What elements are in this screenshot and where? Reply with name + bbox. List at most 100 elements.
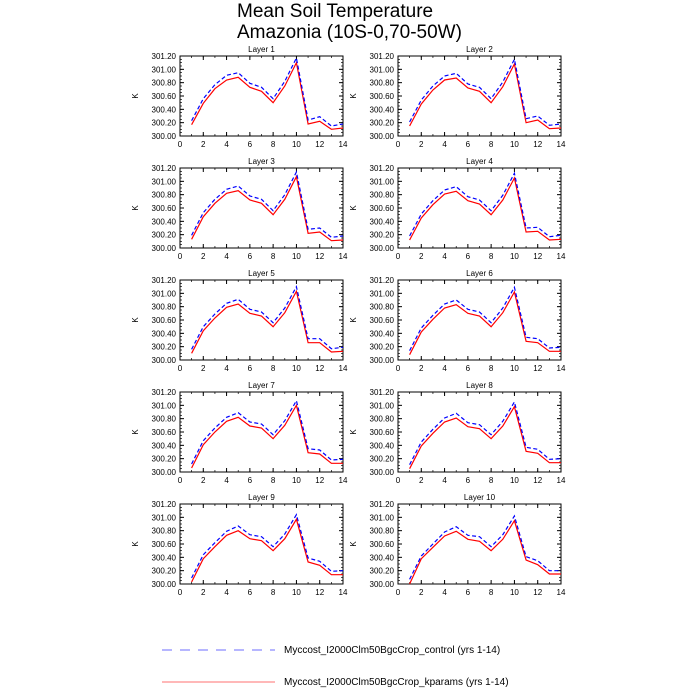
y-axis-label: K: [349, 317, 358, 323]
x-tick-label: 12: [315, 476, 324, 485]
x-tick-label: 8: [271, 252, 276, 261]
panel-layer-9: Layer 9 K 0 2 4 6 8 10 12 14 300.00 300.20 300.40 300…: [131, 493, 348, 597]
y-tick-label: 300.80: [152, 79, 177, 88]
x-tick-label: 4: [224, 364, 229, 373]
y-tick-label: 300.60: [152, 92, 177, 101]
plot-frame: [397, 279, 562, 361]
panel-layer-1: Layer 1 K 0 2 4 6 8 10 12 14 300.00 300.20 300.40 300…: [131, 45, 348, 149]
panel-title: Layer 4: [466, 157, 493, 166]
y-tick-label: 300.60: [152, 204, 177, 213]
y-tick-label: 301.00: [370, 289, 395, 298]
x-tick-label: 2: [201, 364, 206, 373]
y-axis-label: K: [131, 429, 140, 435]
x-tick-label: 4: [442, 364, 447, 373]
y-tick-label: 301.20: [152, 388, 177, 397]
x-tick-label: 4: [224, 588, 229, 597]
y-tick-label: 301.00: [370, 513, 395, 522]
series-line-kparams: [191, 60, 344, 130]
legend: Myccost_I2000Clm50BgcCrop_control (yrs 1…: [162, 645, 509, 688]
x-tick-label: 8: [489, 476, 494, 485]
x-tick-label: 10: [292, 588, 301, 597]
x-tick-label: 6: [248, 252, 253, 261]
x-tick-label: 2: [201, 140, 206, 149]
series-line-control: [191, 56, 344, 127]
x-tick-label: 0: [178, 252, 183, 261]
y-tick-label: 300.20: [152, 567, 177, 576]
y-tick-label: 300.20: [152, 231, 177, 240]
x-tick-label: 6: [248, 476, 253, 485]
x-tick-label: 14: [339, 140, 348, 149]
y-tick-label: 300.80: [152, 527, 177, 536]
y-tick-label: 300.40: [152, 553, 177, 562]
y-tick-label: 300.20: [152, 343, 177, 352]
y-tick-label: 300.60: [370, 92, 395, 101]
x-tick-label: 0: [396, 364, 401, 373]
y-tick-label: 301.00: [370, 401, 395, 410]
y-axis-label: K: [131, 205, 140, 211]
x-tick-label: 10: [292, 140, 301, 149]
series-line-control: [409, 285, 562, 351]
y-tick-label: 300.00: [370, 244, 395, 253]
y-tick-label: 300.40: [152, 217, 177, 226]
y-tick-label: 300.00: [152, 468, 177, 477]
x-tick-label: 6: [466, 364, 471, 373]
x-tick-label: 8: [271, 588, 276, 597]
y-tick-label: 300.60: [370, 204, 395, 213]
y-tick-label: 301.00: [152, 65, 177, 74]
x-tick-label: 4: [224, 140, 229, 149]
x-tick-label: 0: [396, 252, 401, 261]
panel-layer-10: Layer 10 K 0 2 4 6 8 10 12 14 300.00 300.20 300.40 30…: [349, 493, 566, 597]
x-tick-label: 0: [178, 588, 183, 597]
x-tick-label: 10: [292, 364, 301, 373]
y-tick-label: 300.40: [152, 441, 177, 450]
y-axis-label: K: [349, 429, 358, 435]
y-tick-label: 300.40: [152, 329, 177, 338]
y-tick-label: 301.20: [370, 52, 395, 61]
y-axis-label: K: [131, 317, 140, 323]
series-line-kparams: [191, 403, 343, 469]
x-tick-label: 8: [489, 588, 494, 597]
series-line-kparams: [409, 62, 562, 130]
y-tick-label: 300.00: [152, 244, 177, 253]
x-tick-label: 6: [466, 588, 471, 597]
x-tick-label: 2: [419, 364, 424, 373]
y-tick-label: 301.00: [152, 513, 177, 522]
y-tick-label: 300.80: [152, 191, 177, 200]
plot-frame: [179, 503, 344, 585]
y-tick-label: 301.00: [152, 401, 177, 410]
y-axis-label: K: [349, 93, 358, 99]
y-tick-label: 301.20: [370, 164, 395, 173]
x-tick-label: 14: [557, 140, 566, 149]
x-tick-label: 12: [315, 364, 324, 373]
y-tick-label: 300.80: [370, 303, 395, 312]
y-tick-label: 301.00: [152, 289, 177, 298]
x-tick-label: 6: [248, 140, 253, 149]
y-tick-label: 301.20: [370, 388, 395, 397]
y-tick-label: 300.20: [370, 455, 395, 464]
y-tick-label: 300.60: [152, 316, 177, 325]
x-tick-label: 8: [489, 364, 494, 373]
y-tick-label: 300.00: [370, 468, 395, 477]
panel-title: Layer 9: [248, 493, 275, 502]
series-line-kparams: [191, 289, 344, 354]
x-tick-label: 2: [419, 140, 424, 149]
y-tick-label: 300.40: [370, 105, 395, 114]
panel-title: Layer 7: [248, 381, 275, 390]
series-line-control: [409, 57, 562, 126]
series-line-control: [409, 400, 562, 465]
y-tick-label: 301.00: [370, 65, 395, 74]
series-line-kparams: [409, 290, 561, 355]
panel-layer-7: Layer 7 K 0 2 4 6 8 10 12 14 300.00 300.20 300.40 300…: [131, 381, 348, 485]
panel-title: Layer 2: [466, 45, 493, 54]
y-tick-label: 301.20: [152, 276, 177, 285]
x-tick-label: 12: [315, 252, 324, 261]
y-tick-label: 301.20: [370, 500, 395, 509]
panel-layer-4: Layer 4 K 0 2 4 6 8 10 12 14 300.00 300.20 300.40 300…: [349, 157, 566, 261]
legend-label-control: Myccost_I2000Clm50BgcCrop_control (yrs 1…: [284, 645, 500, 656]
x-tick-label: 14: [339, 588, 348, 597]
x-tick-label: 2: [419, 588, 424, 597]
x-tick-label: 8: [489, 140, 494, 149]
x-tick-label: 6: [248, 364, 253, 373]
y-tick-label: 300.80: [370, 79, 395, 88]
